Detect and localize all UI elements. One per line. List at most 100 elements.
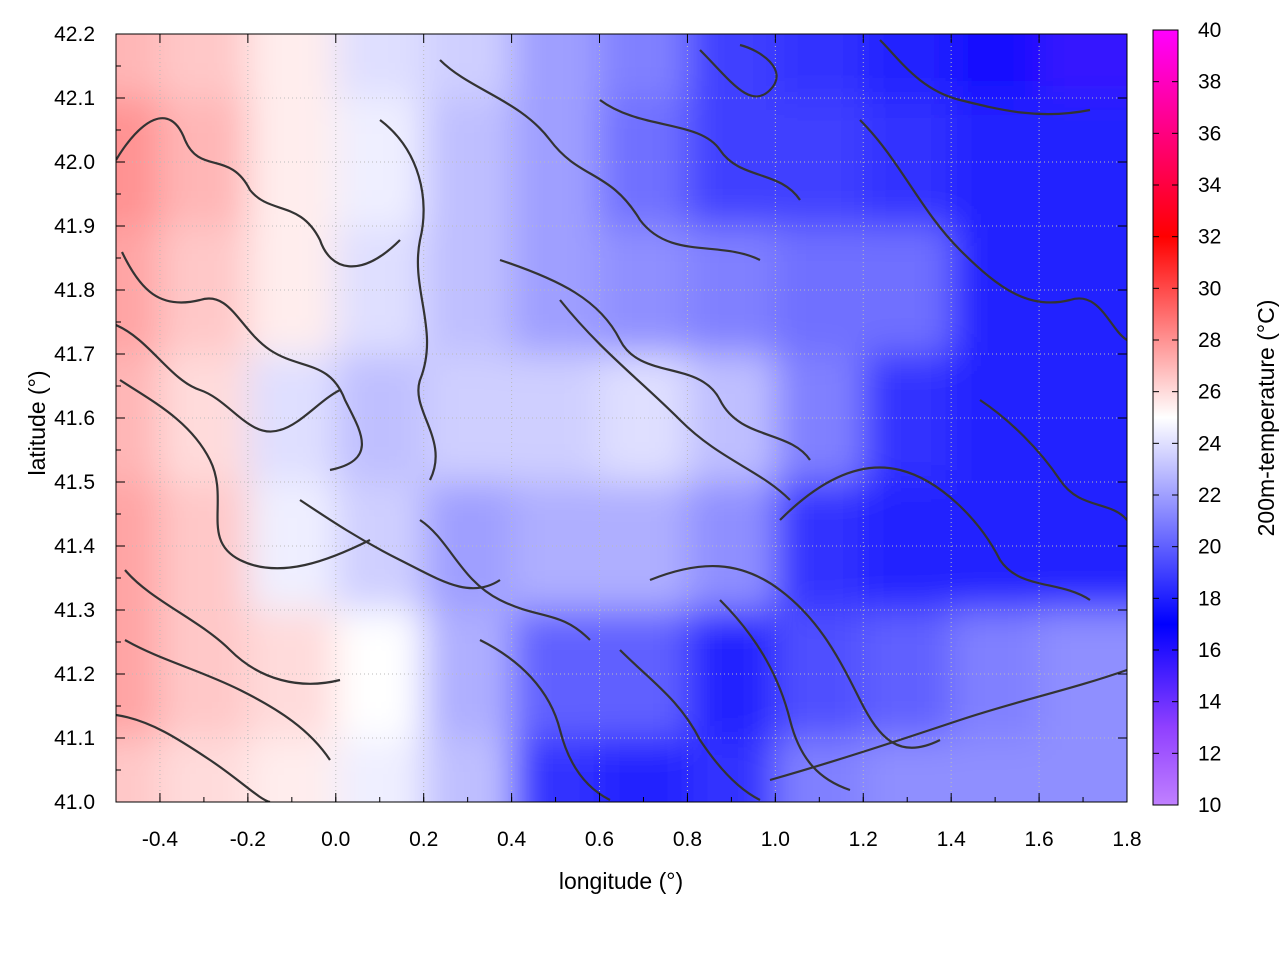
contour-line <box>419 519 591 641</box>
colorbar-gradient <box>1152 29 1179 806</box>
heatmap-cell <box>1039 738 1107 802</box>
y-tick-label: 41.4 <box>54 535 95 558</box>
y-tick-label: 42.1 <box>54 87 95 110</box>
heatmap-cell <box>951 738 1041 802</box>
heatmap-cell <box>335 34 425 99</box>
heatmap-cell <box>423 738 513 802</box>
contour-line <box>116 117 401 268</box>
contour-line <box>649 565 941 749</box>
colorbar-tick-label: 14 <box>1198 691 1222 714</box>
heatmap-cell <box>951 34 1041 99</box>
x-tick-label: 0.6 <box>585 828 614 851</box>
y-tick-label: 41.6 <box>54 407 95 430</box>
heatmap-cell <box>951 98 1041 227</box>
contour-line <box>559 299 791 501</box>
colorbar-tick-label: 28 <box>1198 329 1221 352</box>
y-tick-label: 41.1 <box>54 727 95 750</box>
heatmap-cell <box>775 226 865 355</box>
heatmap-cell <box>863 610 953 739</box>
contour-line <box>479 639 611 801</box>
colorbar-tick-label: 18 <box>1198 587 1221 610</box>
heatmap-cell <box>159 738 249 802</box>
heatmap-cell <box>951 226 1041 355</box>
colorbar-tick-label: 10 <box>1198 794 1221 817</box>
contour-line <box>859 119 1127 341</box>
heatmap-cell <box>511 34 601 99</box>
contour-line <box>439 59 761 261</box>
heatmap-cell <box>335 738 425 802</box>
contour-line <box>599 99 801 201</box>
x-axis-title: longitude (°) <box>559 868 683 894</box>
x-axis-ticks: -0.4 -0.2 0.0 0.2 0.4 0.6 0.8 1.0 1.2 1.4 1.6 1.8 <box>115 34 1142 851</box>
heatmap-cell <box>116 34 161 99</box>
colorbar-tick-label: 30 <box>1198 277 1221 300</box>
heatmap-cell <box>599 226 689 355</box>
heatmap-cell <box>687 34 777 99</box>
y-tick-label: 41.3 <box>54 599 95 622</box>
heatmap-cell <box>1105 34 1127 99</box>
heatmap-cell <box>1039 34 1107 99</box>
contour-line <box>299 499 501 590</box>
contour-line <box>124 639 331 761</box>
contour-line <box>124 569 341 685</box>
x-tick-label: 1.8 <box>1112 828 1141 851</box>
y-tick-label: 41.0 <box>54 791 95 814</box>
heatmap-cell <box>247 738 337 802</box>
contour-line <box>979 399 1127 521</box>
grid-lines <box>116 34 1127 802</box>
x-tick-label: 1.0 <box>761 828 790 851</box>
y-tick-label: 41.2 <box>54 663 95 686</box>
heatmap-cell <box>511 738 601 802</box>
heatmap-cell <box>863 482 953 611</box>
heatmap-cell <box>687 738 777 802</box>
heatmap-cell <box>1105 738 1127 802</box>
x-tick-label: 0.4 <box>497 828 527 851</box>
contour-line <box>116 713 271 802</box>
heatmap-cell <box>863 98 953 227</box>
y-tick-label: 42.2 <box>54 23 95 46</box>
heatmap-cell <box>951 482 1041 611</box>
colorbar-tick-label: 22 <box>1198 484 1221 507</box>
colorbar-tick-label: 24 <box>1198 432 1222 455</box>
heatmap-cell <box>599 354 689 483</box>
colorbar-tick-label: 36 <box>1198 122 1221 145</box>
heatmap-cell <box>775 34 865 99</box>
heatmap-cell <box>599 34 689 99</box>
heatmap-cell <box>775 482 865 611</box>
heatmap-cell <box>687 354 777 483</box>
y-tick-label: 41.7 <box>54 343 95 366</box>
colorbar-tick-label: 40 <box>1198 19 1221 42</box>
heatmap-cell <box>775 738 865 802</box>
y-tick-label: 41.5 <box>54 471 95 494</box>
heatmap-cell <box>247 34 337 99</box>
contour-line <box>699 43 778 98</box>
x-tick-label: 1.4 <box>937 828 967 851</box>
heatmap-cell <box>951 354 1041 483</box>
heatmap-cell <box>159 34 249 99</box>
contour-line <box>116 323 341 433</box>
contour-line <box>769 668 1127 782</box>
x-tick-label: 1.2 <box>849 828 878 851</box>
colorbar-tick-label: 16 <box>1198 639 1221 662</box>
contour-line <box>499 258 811 461</box>
y-tick-label: 41.9 <box>54 215 95 238</box>
colorbar: 10 12 14 16 18 20 22 24 26 28 30 32 34 36 38 40 200m-te… <box>1152 19 1279 817</box>
colorbar-tick-label: 20 <box>1198 536 1221 559</box>
heatmap-cell <box>863 738 953 802</box>
contour-line <box>619 649 761 801</box>
heatmap-cell <box>599 482 689 611</box>
y-axis-ticks: 41.0 41.1 41.2 41.3 41.4 41.5 41.6 41.7 41.8 41.9… <box>54 23 1127 814</box>
contour-line <box>121 251 363 472</box>
x-tick-label: -0.4 <box>142 828 179 851</box>
y-tick-label: 42.0 <box>54 151 95 174</box>
heatmap-cell <box>687 610 777 739</box>
heatmap-cell <box>687 482 777 611</box>
colorbar-tick-label: 26 <box>1198 381 1221 404</box>
contour-lines <box>116 39 1127 802</box>
x-tick-label: -0.2 <box>230 828 266 851</box>
colorbar-ticks: 10 12 14 16 18 20 22 24 26 28 30 32 34 36 38 40 <box>1153 19 1222 817</box>
heatmap-cell <box>599 738 689 802</box>
contour-line <box>379 119 437 481</box>
heatmap-cell <box>863 34 953 99</box>
heatmap-cell <box>775 98 865 227</box>
